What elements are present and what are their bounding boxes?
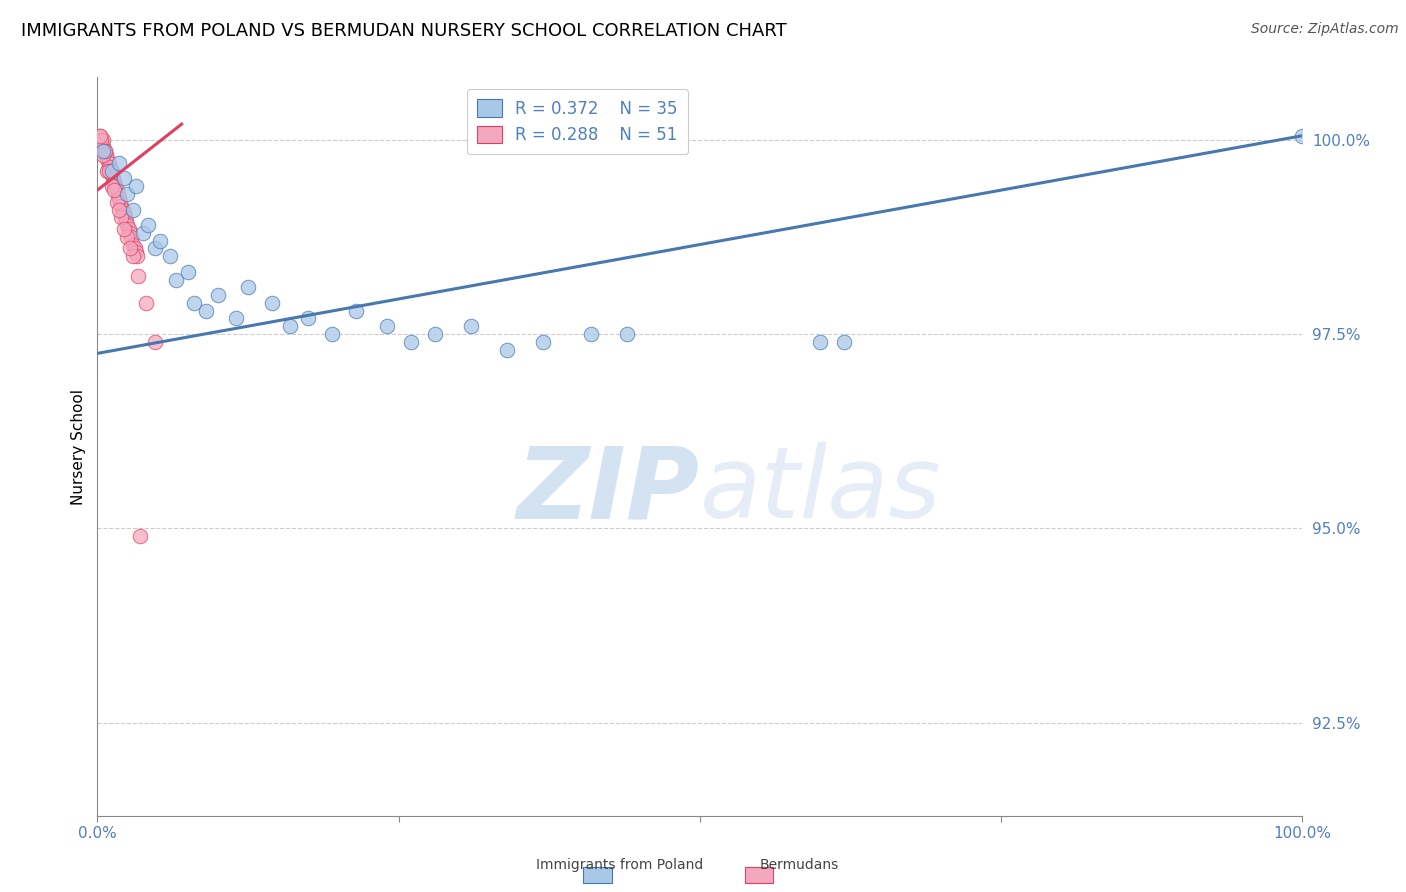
- Point: [127, 249, 149, 263]
- Point: [128, 529, 150, 543]
- Point: [108, 191, 131, 205]
- Point: [117, 218, 139, 232]
- Point: [111, 202, 134, 217]
- Point: [122, 249, 145, 263]
- Point: [90, 133, 112, 147]
- Y-axis label: Nursery School: Nursery School: [72, 389, 86, 505]
- Point: [107, 187, 129, 202]
- Point: [96, 152, 118, 166]
- Point: [278, 319, 301, 334]
- Point: [1291, 128, 1313, 143]
- Point: [93, 145, 115, 159]
- Point: [460, 319, 482, 334]
- Point: [110, 211, 132, 225]
- Point: [118, 222, 141, 236]
- Point: [143, 334, 166, 349]
- Point: [183, 296, 205, 310]
- Point: [344, 303, 367, 318]
- Point: [93, 145, 115, 159]
- Point: [101, 171, 124, 186]
- Point: [93, 148, 115, 162]
- Point: [110, 194, 132, 209]
- Point: [207, 288, 229, 302]
- Point: [321, 326, 343, 341]
- Point: [90, 133, 112, 147]
- Point: [108, 202, 131, 217]
- Legend: R = 0.372    N = 35, R = 0.288    N = 51: R = 0.372 N = 35, R = 0.288 N = 51: [467, 89, 688, 154]
- Point: [118, 242, 141, 256]
- Point: [149, 234, 172, 248]
- Point: [98, 163, 121, 178]
- Point: [808, 334, 831, 349]
- Point: [115, 214, 138, 228]
- Point: [177, 265, 200, 279]
- Point: [125, 179, 148, 194]
- Point: [136, 218, 159, 232]
- Point: [127, 268, 149, 283]
- Point: [96, 163, 118, 178]
- Text: Bermudans: Bermudans: [759, 858, 838, 872]
- Point: [496, 343, 519, 357]
- Point: [112, 222, 135, 236]
- Point: [93, 133, 115, 147]
- Point: [112, 206, 135, 220]
- Point: [101, 168, 124, 182]
- Point: [260, 296, 283, 310]
- Text: Source: ZipAtlas.com: Source: ZipAtlas.com: [1251, 22, 1399, 37]
- Point: [104, 179, 127, 194]
- Point: [297, 311, 319, 326]
- Point: [135, 296, 157, 310]
- Text: IMMIGRANTS FROM POLAND VS BERMUDAN NURSERY SCHOOL CORRELATION CHART: IMMIGRANTS FROM POLAND VS BERMUDAN NURSE…: [21, 22, 787, 40]
- Point: [120, 229, 142, 244]
- Point: [225, 311, 247, 326]
- Point: [143, 242, 166, 256]
- Point: [581, 326, 603, 341]
- Point: [159, 249, 181, 263]
- Point: [89, 128, 111, 143]
- Point: [114, 211, 136, 225]
- Point: [101, 179, 124, 194]
- Point: [834, 334, 856, 349]
- Point: [616, 326, 638, 341]
- Point: [105, 183, 128, 197]
- Point: [93, 140, 115, 154]
- Point: [122, 237, 145, 252]
- Point: [423, 326, 446, 341]
- Point: [93, 145, 115, 159]
- Point: [399, 334, 422, 349]
- Point: [236, 280, 259, 294]
- Text: ZIP: ZIP: [517, 442, 700, 540]
- Point: [117, 229, 139, 244]
- Point: [103, 183, 125, 197]
- Point: [105, 194, 128, 209]
- Point: [375, 319, 398, 334]
- Point: [117, 187, 139, 202]
- Point: [91, 136, 114, 151]
- Point: [94, 148, 117, 162]
- Point: [89, 128, 111, 143]
- Point: [101, 163, 124, 178]
- Point: [118, 226, 141, 240]
- Point: [112, 171, 135, 186]
- Point: [122, 202, 145, 217]
- Point: [100, 163, 122, 178]
- Point: [125, 245, 148, 260]
- Point: [531, 334, 554, 349]
- Point: [165, 272, 187, 286]
- Point: [98, 160, 121, 174]
- Text: atlas: atlas: [700, 442, 942, 540]
- Text: Immigrants from Poland: Immigrants from Poland: [536, 858, 703, 872]
- Point: [110, 199, 132, 213]
- Point: [103, 175, 125, 189]
- Point: [98, 156, 121, 170]
- Point: [124, 242, 146, 256]
- Point: [194, 303, 217, 318]
- Point: [132, 226, 155, 240]
- Point: [108, 156, 131, 170]
